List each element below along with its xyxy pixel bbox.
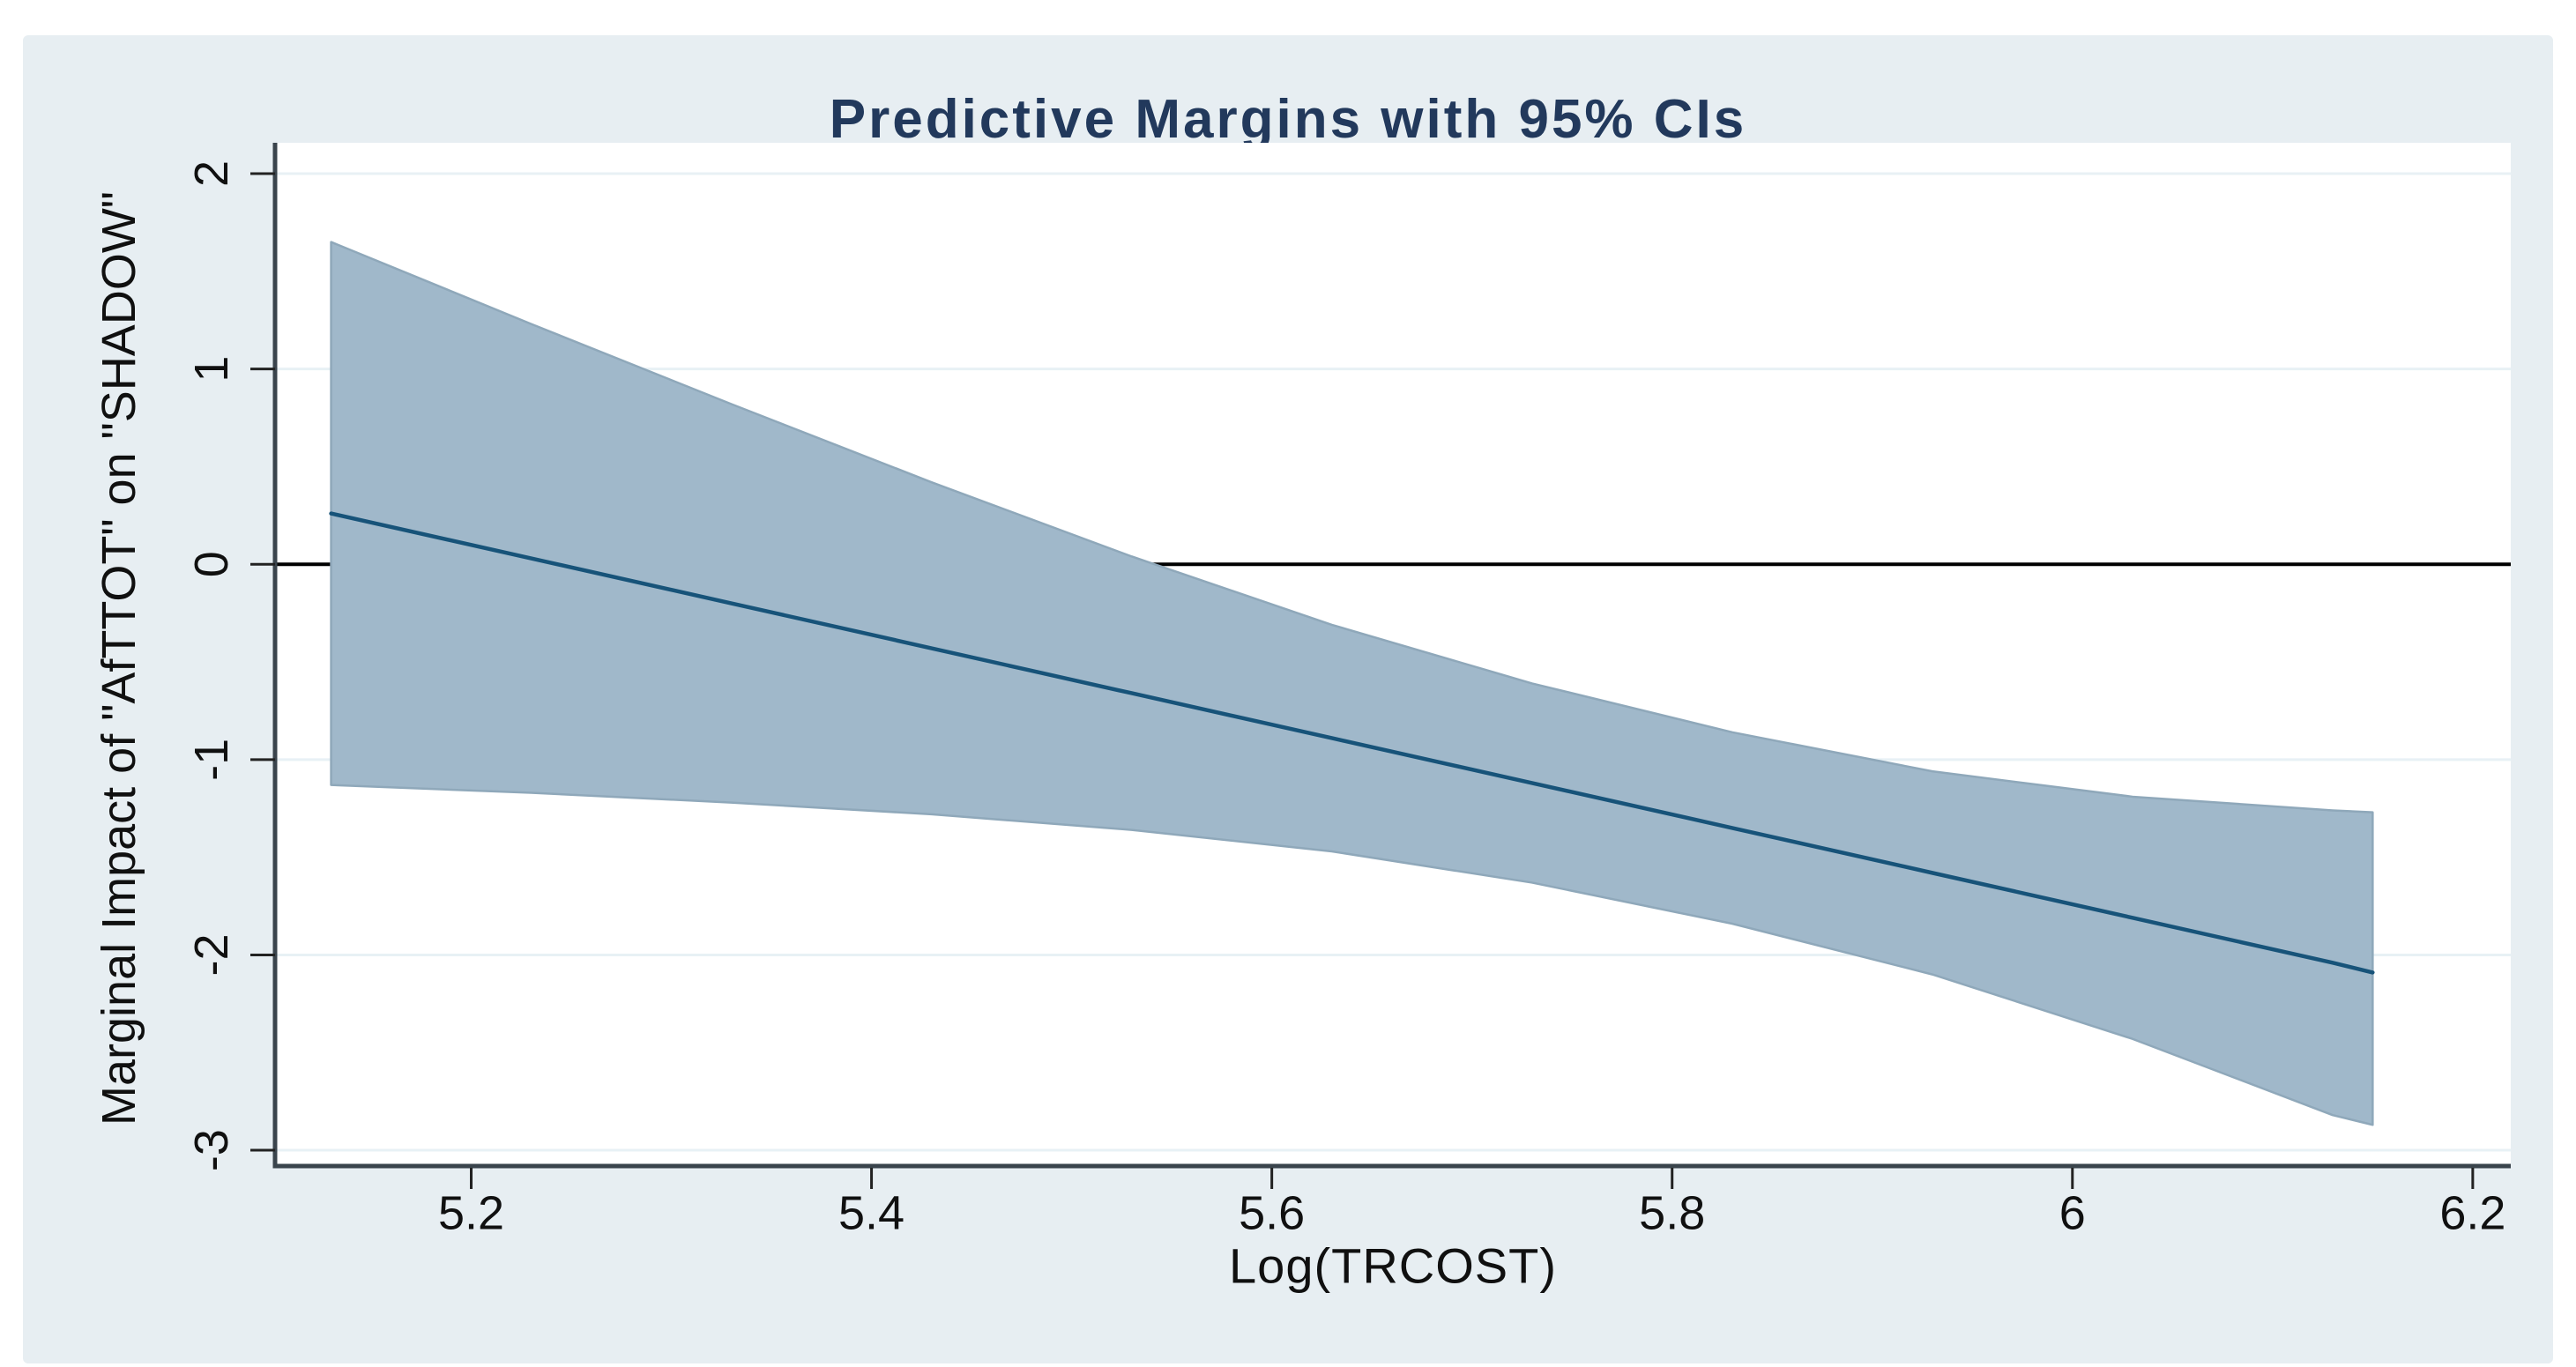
y-axis-label: Marginal Impact of "AfTTOT" on "SHADOW": [93, 191, 145, 1126]
x-tick-label-5.8: 5.8: [1639, 1186, 1705, 1239]
x-tick-label-6: 6: [2059, 1186, 2086, 1239]
ci-band: [330, 241, 2374, 1126]
x-axis-label: Log(TRCOST): [1229, 1237, 1557, 1294]
x-tick-label-6.2: 6.2: [2439, 1186, 2505, 1239]
y-tick-label-0: 0: [185, 551, 238, 577]
x-tick-label-5.2: 5.2: [438, 1186, 504, 1239]
chart-title: Predictive Margins with 95% CIs: [829, 89, 1747, 150]
margins-line: [329, 511, 2375, 975]
y-tick-label--1: -1: [185, 739, 238, 781]
y-tick-label-2: 2: [185, 160, 238, 187]
x-tick-label-5.6: 5.6: [1239, 1186, 1305, 1239]
y-tick-label--3: -3: [185, 1129, 238, 1171]
x-tick-label-5.4: 5.4: [838, 1186, 905, 1239]
y-tick-label--2: -2: [185, 933, 238, 976]
y-tick-label-1: 1: [185, 356, 238, 383]
